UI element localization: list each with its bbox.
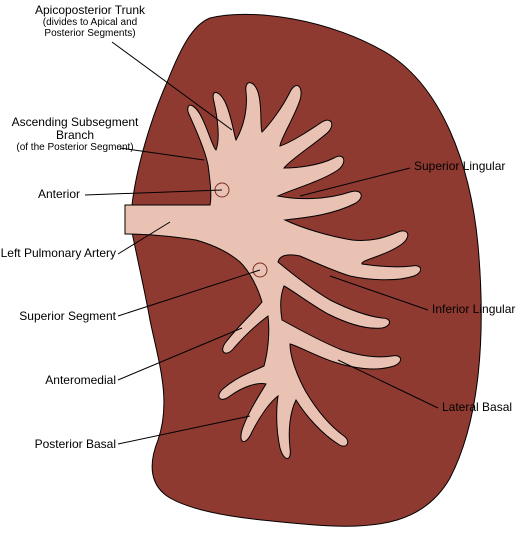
lung-artery-diagram bbox=[0, 0, 516, 537]
label-lateral-basal: Lateral Basal bbox=[442, 401, 512, 414]
label-left-pulmonary-artery: Left Pulmonary Artery bbox=[0, 247, 116, 260]
label-ascending-subsegment-sub: (of the Posterior Segment) bbox=[0, 142, 150, 153]
label-anterior: Anterior bbox=[0, 188, 80, 201]
label-superior-segment: Superior Segment bbox=[0, 310, 116, 323]
label-ascending-subsegment: Ascending SubsegmentBranch (of the Poste… bbox=[0, 116, 150, 153]
label-apicoposterior-trunk-title: Apicoposterior Trunk bbox=[10, 4, 170, 17]
lung-shape bbox=[132, 14, 481, 526]
label-superior-lingular: Superior Lingular bbox=[414, 160, 505, 173]
label-inferior-lingular: Inferior Lingular bbox=[432, 303, 515, 316]
label-posterior-basal: Posterior Basal bbox=[0, 438, 116, 451]
label-anteromedial: Anteromedial bbox=[0, 374, 116, 387]
label-apicoposterior-trunk-sub: (divides to Apical andPosterior Segments… bbox=[10, 17, 170, 39]
label-apicoposterior-trunk: Apicoposterior Trunk (divides to Apical … bbox=[10, 4, 170, 39]
label-ascending-subsegment-title: Ascending SubsegmentBranch bbox=[0, 116, 150, 142]
